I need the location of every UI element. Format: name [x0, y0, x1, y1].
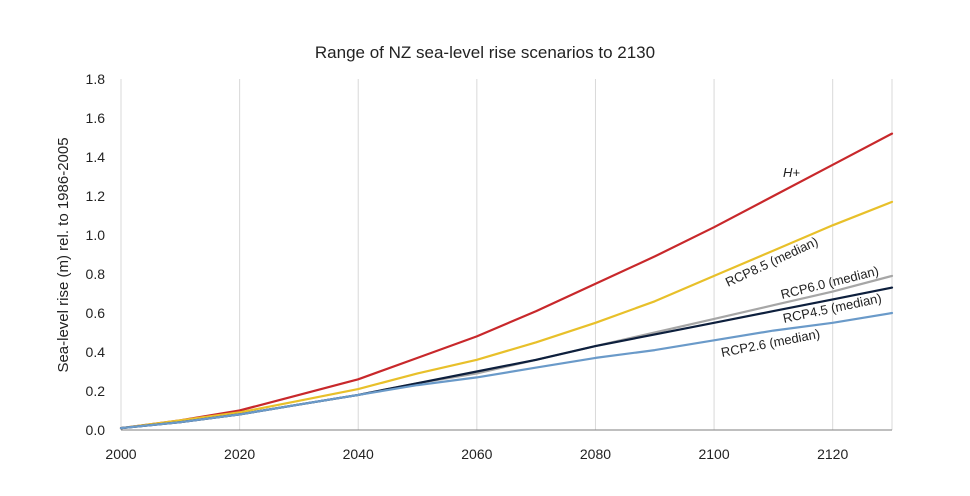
y-tick-label: 0.8: [86, 266, 106, 282]
x-tick-label: 2080: [580, 446, 611, 462]
series-line-0: [119, 132, 894, 430]
y-tick-label: 0.4: [86, 344, 106, 360]
x-tick-label: 2060: [461, 446, 492, 462]
x-tick-label: 2020: [224, 446, 255, 462]
series-lines: [119, 132, 894, 430]
y-tick-labels: 0.0 0.2 0.4 0.6 0.8 1.0 1.2 1.4 1.6 1.8: [86, 71, 106, 438]
x-tick-label: 2100: [698, 446, 729, 462]
y-tick-label: 1.6: [86, 110, 106, 126]
y-tick-label: 1.8: [86, 71, 106, 87]
y-axis-label: Sea-level rise (m) rel. to 1986-2005: [55, 137, 72, 372]
x-tick-label: 2120: [817, 446, 848, 462]
grid: [120, 79, 893, 430]
chart-title: Range of NZ sea-level rise scenarios to …: [315, 43, 655, 62]
x-tick-labels: 2000 2020 2040 2060 2080 2100 2120: [105, 446, 848, 462]
y-tick-label: 0.0: [86, 422, 106, 438]
y-tick-label: 1.0: [86, 227, 106, 243]
series-line-1: [119, 200, 894, 430]
y-tick-label: 0.2: [86, 383, 106, 399]
series-line-3: [119, 286, 894, 430]
y-tick-label: 0.6: [86, 305, 106, 321]
y-tick-label: 1.4: [86, 149, 106, 165]
y-tick-label: 1.2: [86, 188, 106, 204]
series-line-4: [119, 311, 894, 430]
x-tick-label: 2040: [343, 446, 374, 462]
series-annotation: H+: [783, 165, 800, 180]
x-tick-label: 2000: [105, 446, 136, 462]
